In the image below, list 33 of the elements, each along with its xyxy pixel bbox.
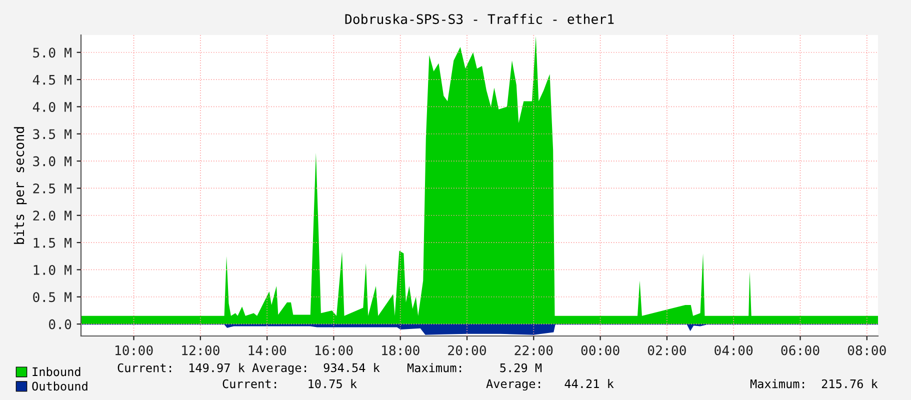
text: Average: 44.21 k	[486, 379, 614, 391]
x-tick-label: 04:00	[714, 345, 753, 356]
x-tick-label: 14:00	[248, 345, 286, 356]
text: Average: 934.54 k	[252, 363, 380, 375]
x-tick-label: 06:00	[781, 345, 820, 356]
legend-label: Inbound	[32, 367, 80, 376]
x-tick-label: 22:00	[514, 345, 553, 356]
text: Current: 10.75 k	[222, 379, 357, 388]
y-tick-label: 1.5 M	[34, 238, 72, 248]
legend-label: Outbound	[32, 381, 88, 391]
y-tick-label: 0.0	[49, 319, 72, 330]
y-tick-label: 2.5 M	[33, 183, 72, 194]
x-tick-label: 12:00	[182, 345, 220, 356]
text: Maximum: 215.76 k	[750, 379, 878, 388]
x-tick-label: 02:00	[648, 345, 686, 356]
y-tick-label: 2.0 M	[33, 210, 72, 221]
y-axis-title: bits per second	[14, 127, 27, 244]
y-tick-label: 1.0 M	[34, 264, 72, 275]
x-tick-label: 20:00	[448, 345, 486, 356]
x-tick-label: 10:00	[115, 345, 153, 356]
y-tick-label: 4.5 M	[32, 74, 72, 85]
x-tick-label: 08:00	[848, 345, 886, 356]
text: Current: 149.97 k	[118, 363, 245, 372]
chart-title: Dobruska-SPS-S3 - Traffic - ether1	[345, 14, 614, 24]
y-tick-label: 5.0 M	[33, 48, 72, 58]
x-tick-label: 00:00	[581, 345, 620, 356]
text: Maximum: 5.29 M	[407, 363, 542, 372]
y-tick-label: 4.0 M	[32, 102, 72, 112]
x-tick-label: 16:00	[315, 345, 353, 356]
y-tick-label: 0.5 M	[33, 292, 72, 302]
y-tick-label: 3.5 M	[33, 129, 72, 140]
x-tick-label: 18:00	[382, 345, 420, 356]
y-tick-label: 3.0 M	[33, 156, 72, 166]
